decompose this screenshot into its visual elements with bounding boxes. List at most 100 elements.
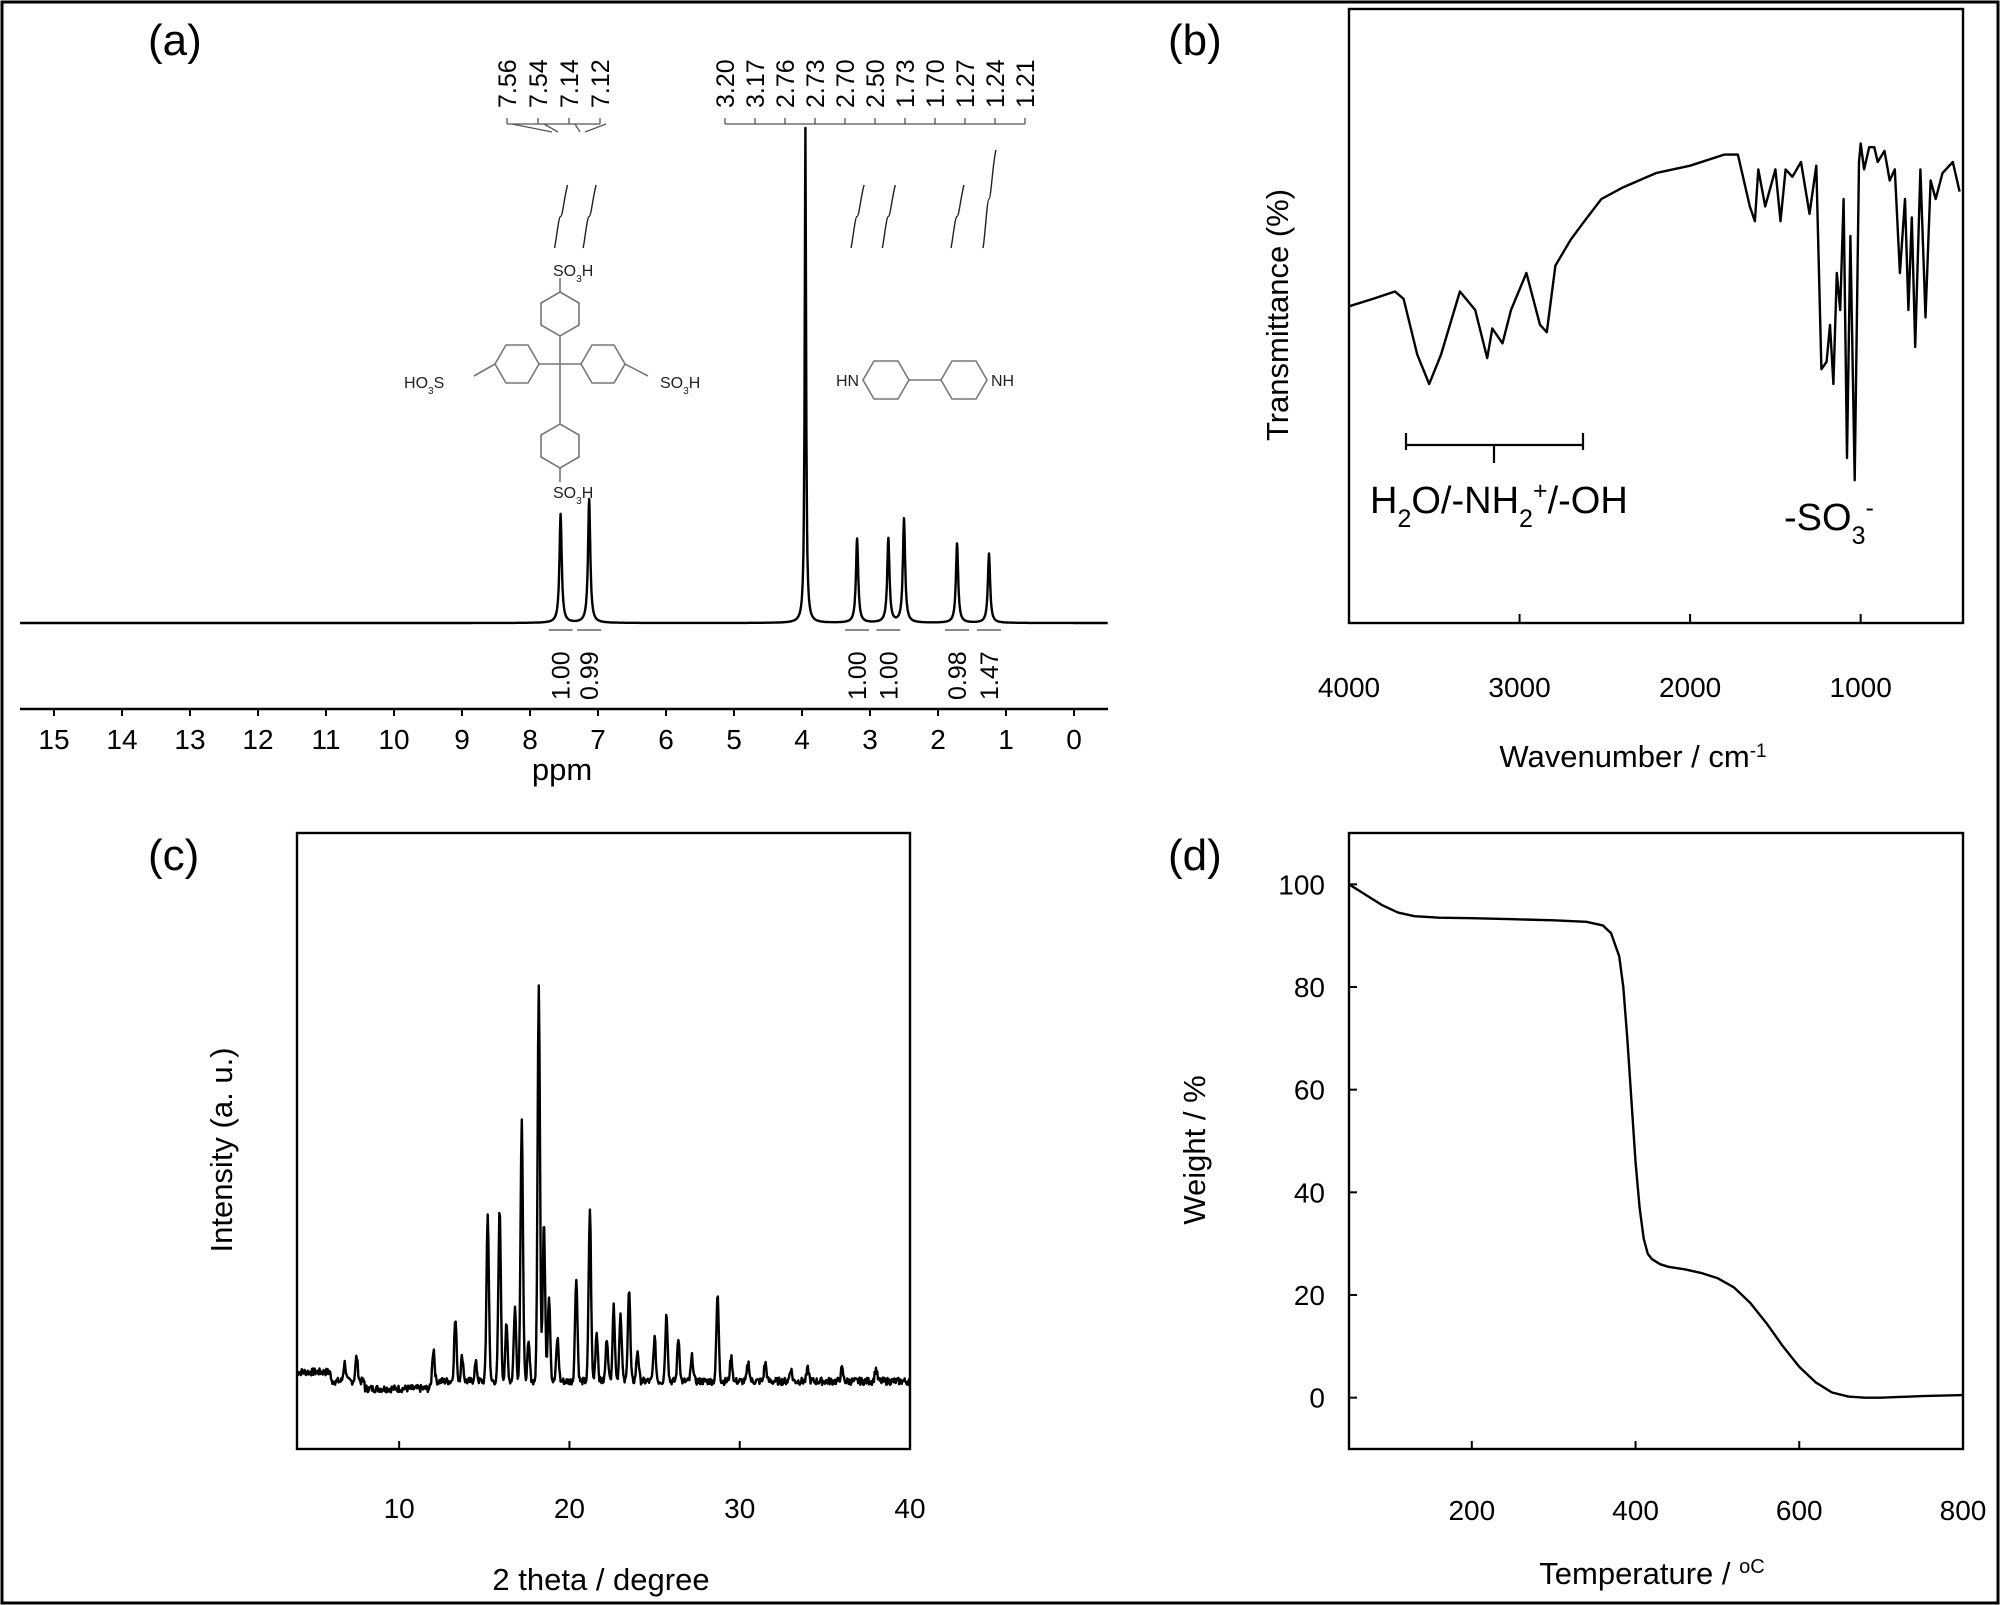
tga-xlabel-text: Temperature / [1539, 1556, 1739, 1591]
nmr-xtick-label: 11 [311, 724, 340, 755]
ir-xlabel: Wavenumber / cm-1 [1499, 739, 1766, 774]
tga-axes: 200 400 600 800 0 20 40 60 80 100 [1278, 869, 1986, 1526]
nmr-peak-label: 3.17 [742, 59, 770, 108]
nmr-xtick-label: 8 [522, 724, 538, 755]
tga-ylabel: Weight / % [1177, 1075, 1212, 1224]
nmr-xtick-label: 4 [794, 724, 810, 755]
nmr-peak-label: 2.50 [862, 59, 890, 108]
nmr-xtick-label: 6 [658, 724, 674, 755]
xrd-xlabel: 2 theta / degree [492, 1562, 709, 1597]
ir-xtick-label: 3000 [1488, 672, 1550, 703]
nmr-xtick-label: 5 [726, 724, 742, 755]
nmr-integral-curve [982, 149, 997, 249]
nmr-xtick-label: 10 [378, 724, 409, 755]
ir-annotation-sulfonate: -SO3- [1784, 494, 1874, 550]
ir-xtick-label: 2000 [1659, 672, 1721, 703]
nmr-peak-label: 2.70 [832, 59, 860, 108]
nmr-spectrum [19, 126, 1109, 625]
xrd-xtick-label: 30 [724, 1493, 755, 1524]
ir-ylabel: Transmittance (%) [1260, 189, 1295, 441]
nmr-xtick-label: 2 [930, 724, 946, 755]
ir-xlabel-sup: -1 [1750, 741, 1767, 762]
nmr-series-line [19, 126, 1109, 625]
structure-bottom-so3h: SO3H [553, 485, 593, 507]
ir-xtick-label: 4000 [1318, 672, 1380, 703]
nmr-peak-label: 7.14 [556, 59, 584, 108]
nmr-x-axis: 15 14 13 12 11 10 9 8 7 6 5 4 3 2 1 0 [20, 707, 1108, 755]
ir-xtick-label: 1000 [1830, 672, 1892, 703]
nmr-peak-label: 1.70 [922, 59, 950, 108]
ir-frame [1347, 7, 1965, 625]
tga-xtick-label: 200 [1448, 1495, 1495, 1526]
tga-ytick-label: 100 [1278, 869, 1325, 900]
tga-series-line [1348, 883, 1964, 1399]
nmr-integral-curve [553, 184, 569, 249]
nmr-integral-value: 1.00 [548, 651, 576, 700]
panel-b: (b) 4000 3000 2000 1000 Transmittance (%) W… [1168, 7, 1965, 774]
tga-ytick-label: 60 [1294, 1075, 1325, 1106]
tga-xlabel-unit-o: oC [1739, 1556, 1765, 1578]
tga-xtick-label: 600 [1776, 1495, 1823, 1526]
nmr-xtick-label: 1 [998, 724, 1014, 755]
structure-left-ho3s: HO3S [404, 375, 444, 397]
nmr-peak-label: 7.54 [525, 59, 553, 108]
structure-top-so3h: SO3H [553, 263, 593, 285]
nmr-peak-label: 2.76 [772, 59, 800, 108]
panel-a: (a) 15 14 13 12 11 10 9 8 7 6 5 4 3 2 1 0 ppm 7.56 7.54 7… [19, 16, 1109, 787]
nmr-peak-label: 1.73 [892, 59, 920, 108]
xrd-xtick-label: 10 [384, 1493, 415, 1524]
tga-ytick-label: 80 [1294, 972, 1325, 1003]
nmr-integral-value: 0.99 [576, 651, 604, 700]
nmr-xtick-label: 14 [106, 724, 137, 755]
nmr-integrals: 1.00 0.99 1.00 1.00 0.98 1.47 [548, 149, 1004, 700]
nmr-xlabel: ppm [532, 752, 592, 787]
panel-d-label: (d) [1168, 831, 1222, 880]
ir-x-axis: 4000 3000 2000 1000 [1318, 614, 1892, 703]
tga-ytick-label: 20 [1294, 1280, 1325, 1311]
nmr-integral-value: 1.47 [976, 651, 1004, 700]
xrd-xtick-label: 40 [894, 1493, 925, 1524]
nmr-integral-curve [950, 184, 965, 249]
xrd-series-line [296, 984, 911, 1394]
panel-c-label: (c) [148, 831, 199, 880]
nmr-peak-label: 7.12 [587, 59, 615, 108]
xrd-ylabel: Intensity (a. u.) [204, 1047, 239, 1252]
panel-c: (c) 10 20 30 40 Intensity (a. u.) 2 theta /… [148, 831, 926, 1597]
nmr-xtick-label: 7 [590, 724, 606, 755]
nmr-peak-label: 3.20 [712, 59, 740, 108]
tga-xtick-label: 800 [1940, 1495, 1987, 1526]
nmr-integral-curve [881, 184, 897, 249]
structure-right-so3h: SO3H [660, 375, 700, 397]
ir-bracket [1404, 433, 1585, 463]
tga-xlabel: Temperature / oC [1539, 1556, 1764, 1591]
nmr-peak-label: 1.27 [952, 59, 980, 108]
xrd-x-axis: 10 20 30 40 [384, 1441, 926, 1524]
nmr-xtick-label: 3 [862, 724, 878, 755]
nmr-peak-label: 7.56 [494, 59, 522, 108]
nmr-integral-value: 1.00 [875, 651, 903, 700]
tga-frame [1347, 831, 1965, 1451]
bipiperidine-nh: NH [991, 373, 1014, 390]
panel-b-label: (b) [1168, 16, 1222, 65]
xrd-xtick-label: 20 [554, 1493, 585, 1524]
nmr-peak-label: 1.24 [982, 59, 1010, 108]
nmr-peak-label: 1.21 [1012, 59, 1040, 108]
nmr-xtick-label: 15 [38, 724, 69, 755]
ir-xlabel-text: Wavenumber / cm [1499, 739, 1749, 774]
nmr-integral-value: 1.00 [844, 651, 872, 700]
ir-series-line [1348, 142, 1961, 482]
nmr-integral-value: 0.98 [944, 651, 972, 700]
nmr-peak-labels: 7.56 7.54 7.14 7.12 3.20 3.17 2.76 2.73 2.70 2.50… [494, 59, 1040, 133]
tetra-sulfonic-structure [473, 278, 649, 482]
nmr-xtick-label: 9 [454, 724, 470, 755]
ir-annotation-water-amine: H2O/-NH2+/-OH [1370, 477, 1628, 533]
bipiperidine-structure [862, 360, 988, 400]
panel-a-label: (a) [148, 16, 202, 65]
tga-ytick-label: 40 [1294, 1177, 1325, 1208]
tga-xtick-label: 400 [1612, 1495, 1659, 1526]
xrd-frame [295, 831, 912, 1451]
bipiperidine-hn: HN [836, 373, 859, 390]
nmr-integral-curve [582, 184, 597, 249]
